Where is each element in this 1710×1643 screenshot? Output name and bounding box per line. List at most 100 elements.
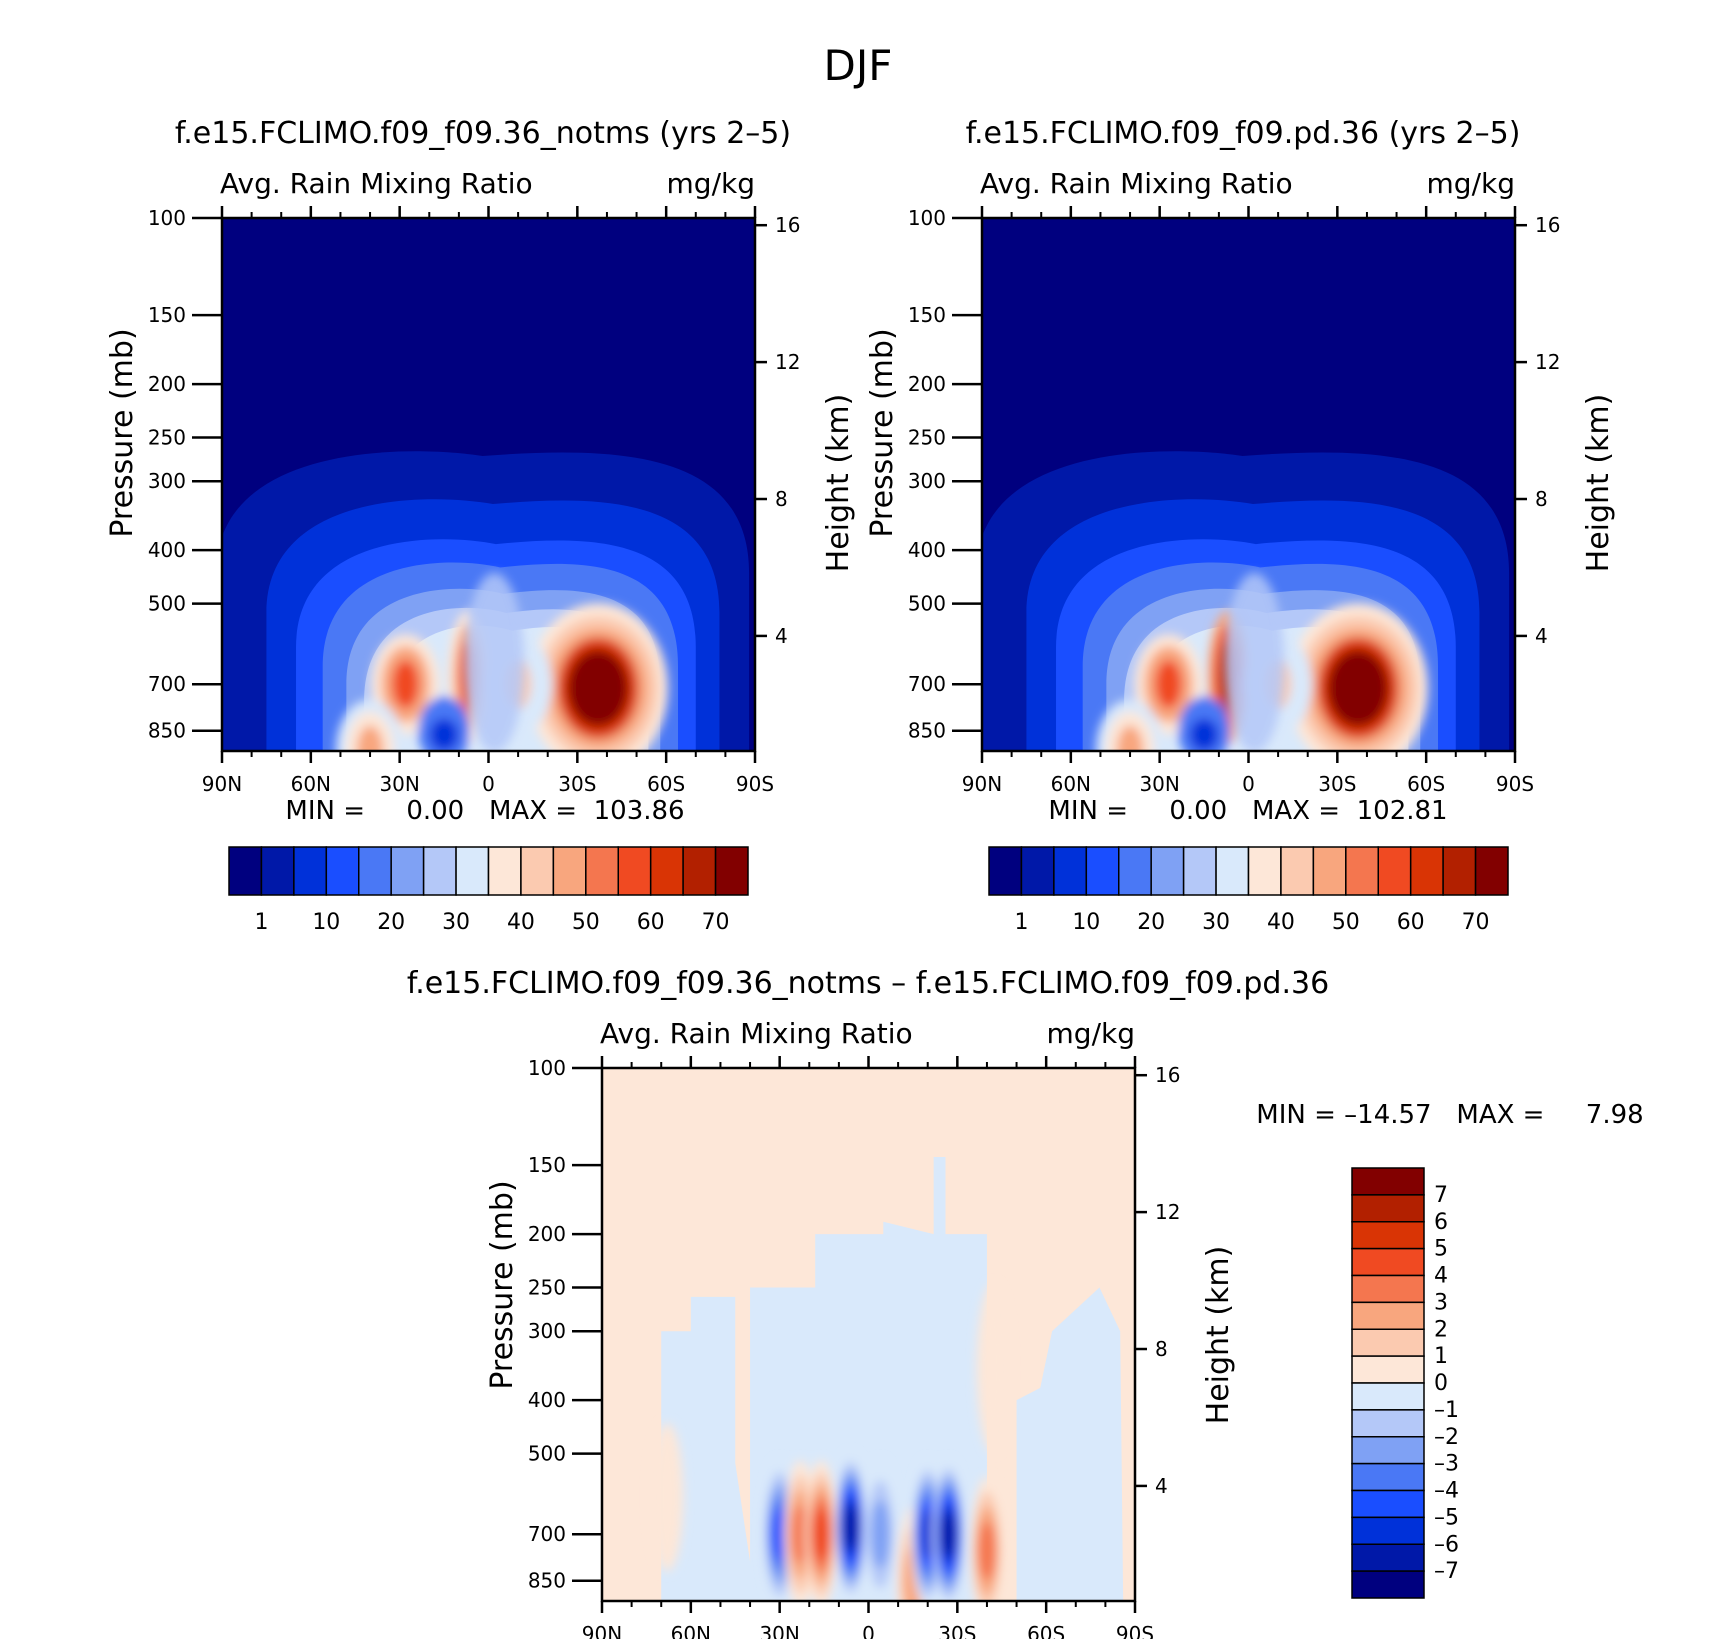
colorbar-left-label: 40: [507, 910, 535, 935]
contour-blob: [920, 1510, 936, 1559]
panel-right-y2label: Height (km): [1581, 394, 1616, 573]
panel-diff-plot: 90N 60N 30N 0 30S 60S 90S 100 150 200 250 300 400 500…: [528, 1056, 1180, 1643]
y2-tick-label: 12: [1535, 350, 1560, 374]
colorbar-right-swatch: [1345, 846, 1379, 896]
y-tick-label: 100: [528, 1056, 566, 1080]
contour-core: [576, 660, 621, 717]
colorbar-left-swatch: [325, 846, 360, 896]
colorbar-left-label: 20: [377, 910, 405, 935]
colorbar-left-swatch: [422, 846, 457, 896]
y-tick-label: 150: [148, 303, 186, 327]
panel-left: f.e15.FCLIMO.f09_f09.36_notms (yrs 2–5) …: [105, 116, 856, 826]
panel-right-minmax: MIN = 0.00 MAX = 102.81: [1048, 796, 1447, 826]
colorbar-diff-swatch: [1351, 1570, 1425, 1599]
y2-tick-label: 16: [775, 213, 800, 237]
colorbar-right-swatch: [1150, 846, 1185, 896]
colorbar-diff-label: 6: [1434, 1210, 1448, 1235]
y-tick-label: 200: [908, 372, 946, 396]
y-tick-label: 100: [148, 206, 186, 230]
colorbar-diff-swatch: [1351, 1247, 1425, 1277]
contour-blobs: [651, 1284, 1009, 1601]
x-tick-label: 60N: [1051, 772, 1091, 796]
colorbar-right-swatch: [988, 846, 1023, 896]
y-tick-label: 300: [528, 1319, 566, 1343]
contour-blob: [392, 660, 419, 709]
panel-diff-title: f.e15.FCLIMO.f09_f09.36_notms – f.e15.FC…: [407, 966, 1329, 1001]
y2-tick-label: 4: [1535, 624, 1548, 648]
colorbar-right-swatch: [1474, 846, 1509, 896]
colorbar-left-swatch: [358, 846, 392, 896]
y-tick-label: 400: [908, 538, 946, 562]
x-tick-label: 0: [482, 772, 495, 796]
y-tick-label: 250: [908, 426, 946, 450]
colorbar-right-label: 40: [1267, 910, 1295, 935]
x-tick-label: 0: [862, 1622, 875, 1639]
y-tick-label: 850: [908, 719, 946, 743]
contour-blob: [1117, 725, 1144, 751]
contour-region: [1016, 1287, 1124, 1601]
x-tick-label: 90N: [962, 772, 1002, 796]
contour-blob: [941, 1511, 956, 1557]
y2-tick-label: 4: [1155, 1474, 1168, 1498]
contour-blob: [843, 1504, 859, 1550]
colorbar-right-swatch: [1053, 846, 1088, 896]
panel-right-ylabel: Pressure (mb): [865, 328, 900, 537]
contour-minimum-core: [1190, 718, 1219, 751]
y-tick-label: 250: [528, 1276, 566, 1300]
colorbar-diff-label: 3: [1434, 1290, 1448, 1315]
contour-field: [222, 218, 755, 751]
colorbar-diff-swatch: [1351, 1382, 1425, 1411]
x-tick-label: 60N: [671, 1622, 711, 1639]
y-tick-label: 850: [528, 1569, 566, 1593]
contour-region: [661, 1296, 756, 1601]
colorbar-right-label: 70: [1462, 910, 1490, 935]
contour-band: [464, 572, 525, 751]
colorbar-diff-swatch: [1351, 1328, 1425, 1357]
colorbar-left-label: 70: [702, 910, 730, 935]
colorbar-diff-label: 1: [1434, 1344, 1448, 1369]
x-tick-label: 60S: [1407, 772, 1445, 796]
panel-left-subtitle-left: Avg. Rain Mixing Ratio: [220, 167, 533, 200]
contour-minimum-core: [430, 718, 459, 751]
colorbar-right-swatch: [1020, 846, 1055, 896]
colorbar-left-swatch: [649, 846, 684, 896]
colorbar-diff-swatch: [1351, 1436, 1425, 1465]
y-tick-label: 700: [908, 672, 946, 696]
y-tick-label: 700: [528, 1522, 566, 1546]
x-tick-label: 0: [1242, 772, 1255, 796]
colorbar-diff-swatch: [1351, 1516, 1425, 1545]
colorbar-left-swatch: [228, 846, 263, 896]
colorbar-diff-label: 7: [1434, 1183, 1448, 1208]
panel-right-subtitle-left: Avg. Rain Mixing Ratio: [980, 167, 1293, 200]
colorbar-left-label: 50: [572, 910, 600, 935]
x-tick-label: 30N: [759, 1622, 799, 1639]
y-tick-label: 300: [148, 469, 186, 493]
colorbar-diff-swatch: [1351, 1489, 1425, 1519]
y-tick-label: 400: [148, 538, 186, 562]
colorbar-diff-swatch: [1351, 1462, 1425, 1492]
colorbar-left-swatch: [260, 846, 295, 896]
colorbar-diff-swatch: [1351, 1194, 1425, 1223]
y2-tick-label: 16: [1155, 1063, 1180, 1087]
colorbar-diff-swatch: [1351, 1355, 1425, 1384]
x-tick-label: 30S: [558, 772, 596, 796]
contour-blob: [813, 1508, 830, 1561]
x-tick-label: 30N: [379, 772, 419, 796]
panel-diff-minmax: MIN = –14.57 MAX = 7.98: [1256, 1100, 1643, 1130]
colorbar-left-swatch: [585, 846, 619, 896]
colorbar-right-swatch: [1182, 846, 1217, 896]
contour-blob: [357, 725, 384, 751]
y-tick-label: 500: [148, 592, 186, 616]
panel-left-y2label: Height (km): [821, 394, 856, 573]
page-title: DJF: [824, 41, 893, 90]
x-tick-label: 90N: [202, 772, 242, 796]
contour-band: [1224, 572, 1285, 751]
colorbar-right-label: 30: [1202, 910, 1230, 935]
x-tick-label: 30S: [938, 1622, 976, 1639]
colorbar-left-label: 30: [442, 910, 470, 935]
contour-blob: [871, 1500, 890, 1569]
contour-blob: [791, 1505, 809, 1564]
x-tick-label: 30S: [1318, 772, 1356, 796]
panel-right-title: f.e15.FCLIMO.f09_f09.pd.36 (yrs 2–5): [966, 116, 1521, 151]
